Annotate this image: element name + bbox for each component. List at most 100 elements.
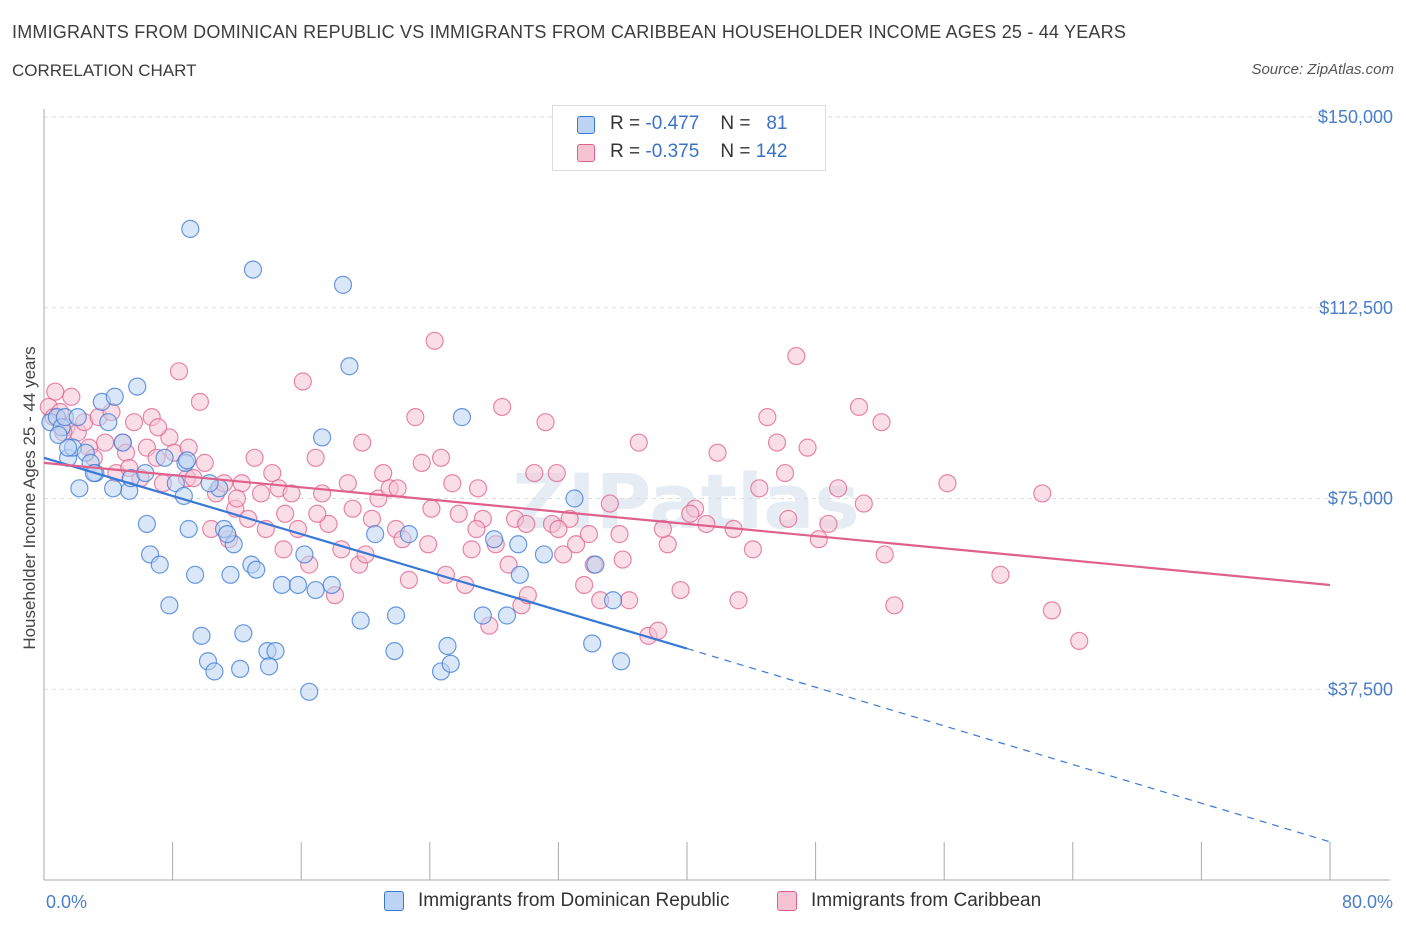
data-point xyxy=(276,504,295,523)
y-tick-label: $37,500 xyxy=(1328,679,1393,699)
data-point xyxy=(611,652,631,671)
data-point xyxy=(829,479,848,498)
data-point xyxy=(234,624,253,643)
y-tick-label: $112,500 xyxy=(1319,298,1393,318)
data-point xyxy=(872,413,891,432)
data-point xyxy=(362,509,382,528)
data-point xyxy=(438,636,457,656)
data-point xyxy=(510,565,529,584)
data-point xyxy=(787,346,806,366)
data-point xyxy=(353,433,372,452)
data-point xyxy=(536,413,555,432)
data-point xyxy=(412,453,431,472)
data-point xyxy=(779,509,798,528)
source-label: Source: ZipAtlas.com xyxy=(1251,61,1394,78)
r-value-dominican: -0.477 xyxy=(645,113,700,134)
data-point xyxy=(218,525,237,544)
data-point xyxy=(775,463,795,483)
data-point xyxy=(149,418,168,437)
data-point xyxy=(565,489,584,508)
data-point xyxy=(356,545,375,564)
data-point xyxy=(68,408,87,427)
data-point xyxy=(366,525,385,544)
data-point xyxy=(473,606,492,625)
bottom-legend-label-dominican: Immigrants from Dominican Republic xyxy=(418,890,730,911)
data-point xyxy=(875,545,894,564)
data-point xyxy=(338,474,357,493)
data-point xyxy=(263,463,282,483)
data-point xyxy=(419,535,438,554)
data-point xyxy=(534,545,554,564)
y-axis-label: Householder Income Ages 25 - 44 years xyxy=(20,346,39,649)
data-point xyxy=(443,474,462,493)
data-point xyxy=(610,525,629,544)
r-label: R = xyxy=(610,113,641,134)
data-point xyxy=(293,372,312,391)
data-point xyxy=(322,575,341,595)
data-point xyxy=(227,489,246,508)
data-point xyxy=(266,641,285,661)
data-point xyxy=(137,514,156,534)
n-value-caribbean: 142 xyxy=(755,141,788,162)
trend-line-dominican xyxy=(43,456,688,650)
data-point xyxy=(105,387,124,406)
data-point xyxy=(575,575,594,595)
data-point xyxy=(441,654,460,673)
chart-title: IMMIGRANTS FROM DOMINICAN REPUBLIC VS IM… xyxy=(12,22,1127,42)
x-tick-label: 0.0% xyxy=(46,892,87,912)
data-point xyxy=(247,560,266,579)
data-point xyxy=(288,575,308,595)
chart-subtitle: CORRELATION CHART xyxy=(12,61,197,80)
data-point xyxy=(128,377,147,396)
data-point xyxy=(849,397,869,417)
data-point xyxy=(600,494,619,513)
trend-line-dominican-extension xyxy=(686,647,1331,843)
data-point xyxy=(243,260,263,279)
data-point xyxy=(343,499,362,518)
data-point xyxy=(583,634,602,653)
n-label: N = xyxy=(720,141,751,162)
data-point xyxy=(885,596,904,615)
data-point xyxy=(62,387,81,406)
data-point xyxy=(547,463,566,483)
data-point xyxy=(854,494,873,513)
data-point xyxy=(819,514,838,534)
data-point xyxy=(809,530,828,549)
data-point xyxy=(231,659,250,679)
data-point xyxy=(351,611,370,630)
data-point xyxy=(525,463,544,483)
grid-lines xyxy=(44,116,1390,690)
data-point xyxy=(124,413,144,432)
data-point xyxy=(192,626,211,645)
legend-swatch-pink xyxy=(577,144,595,162)
y-tick-label: $150,000 xyxy=(1318,107,1393,127)
data-point xyxy=(312,428,332,447)
data-point xyxy=(388,479,407,498)
data-point xyxy=(697,514,716,534)
data-point xyxy=(497,606,517,625)
data-point xyxy=(340,357,359,376)
data-point xyxy=(425,331,444,350)
data-point xyxy=(179,519,198,539)
data-point xyxy=(467,519,486,539)
data-point xyxy=(462,540,481,559)
data-point xyxy=(282,484,301,503)
data-point xyxy=(59,438,78,457)
n-value-dominican: 81 xyxy=(766,113,788,134)
x-tick-label: 80.0% xyxy=(1342,892,1393,912)
data-point xyxy=(1042,601,1062,620)
data-point xyxy=(46,382,65,401)
data-point xyxy=(729,591,748,610)
data-point xyxy=(767,433,787,452)
data-point xyxy=(333,275,353,294)
data-point xyxy=(509,535,528,554)
correlation-legend: R = -0.477 N = 81 R = -0.375 N = 142 xyxy=(552,105,826,171)
series-dominican-republic xyxy=(41,219,631,701)
data-point xyxy=(113,433,132,452)
data-point xyxy=(251,484,271,503)
data-point xyxy=(1070,631,1089,651)
data-point xyxy=(620,591,639,610)
n-label: N = xyxy=(720,113,751,134)
bottom-legend-swatch-blue xyxy=(384,891,404,911)
